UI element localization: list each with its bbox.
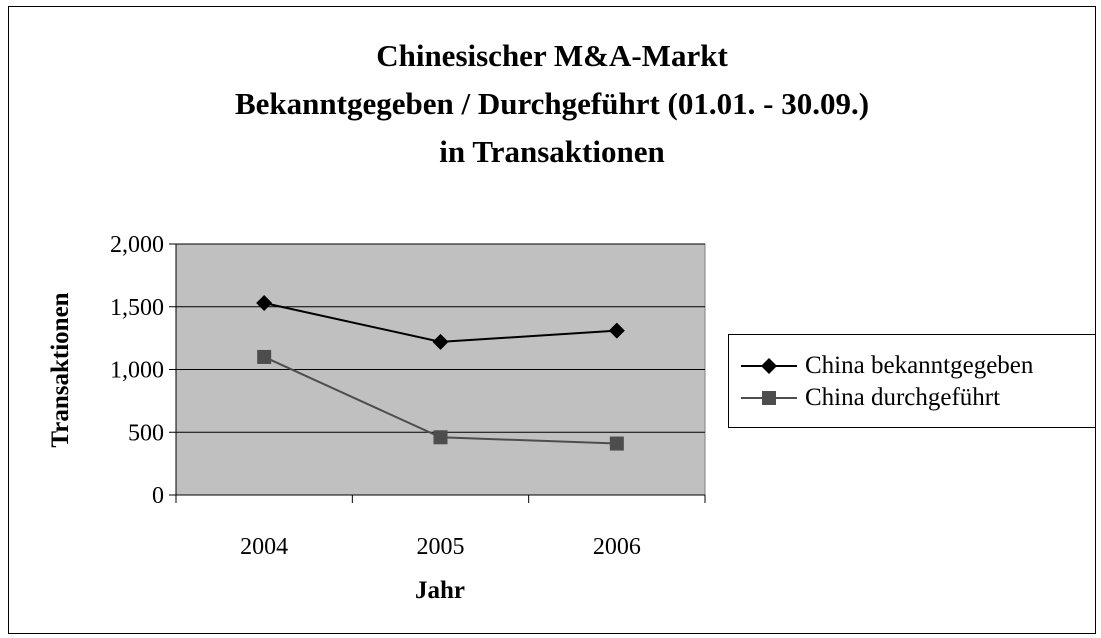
legend-item-series-2: China durchgeführt [739, 383, 1000, 413]
y-tick-label: 1,000 [110, 358, 164, 384]
y-tick-label: 0 [152, 483, 164, 509]
x-tick-label: 2006 [593, 534, 641, 560]
legend-label-series-2: China durchgeführt [805, 384, 1001, 411]
chart-title-line-1: Chinesischer M&A-Markt [376, 38, 728, 73]
chart-title-line-2: Bekanntgegeben / Durchgeführt (01.01. - … [234, 86, 870, 121]
data-point-series-2 [257, 349, 272, 364]
data-point-series-1 [432, 333, 449, 350]
x-tick-label: 2005 [417, 534, 465, 560]
legend-swatch-series-2 [739, 383, 799, 413]
chart-title-line-3: in Transaktionen [439, 134, 665, 169]
data-point-series-2 [433, 430, 448, 445]
y-tick-label: 1,500 [110, 295, 164, 321]
legend-item-series-1: China bekanntgegeben [739, 351, 1033, 381]
y-tick-label: 2,000 [110, 232, 164, 258]
y-axis-title: Transaktionen [47, 292, 74, 447]
legend: China bekanntgegeben China durchgeführt [728, 334, 1096, 428]
legend-swatch-series-1 [739, 351, 799, 381]
data-point-series-1 [256, 294, 273, 311]
data-point-series-2 [609, 436, 624, 451]
x-tick-label: 2004 [240, 534, 288, 560]
x-axis-title: Jahr [415, 577, 465, 604]
data-point-series-1 [608, 322, 625, 339]
y-tick-label: 500 [128, 420, 164, 446]
legend-label-series-1: China bekanntgegeben [805, 352, 1034, 379]
